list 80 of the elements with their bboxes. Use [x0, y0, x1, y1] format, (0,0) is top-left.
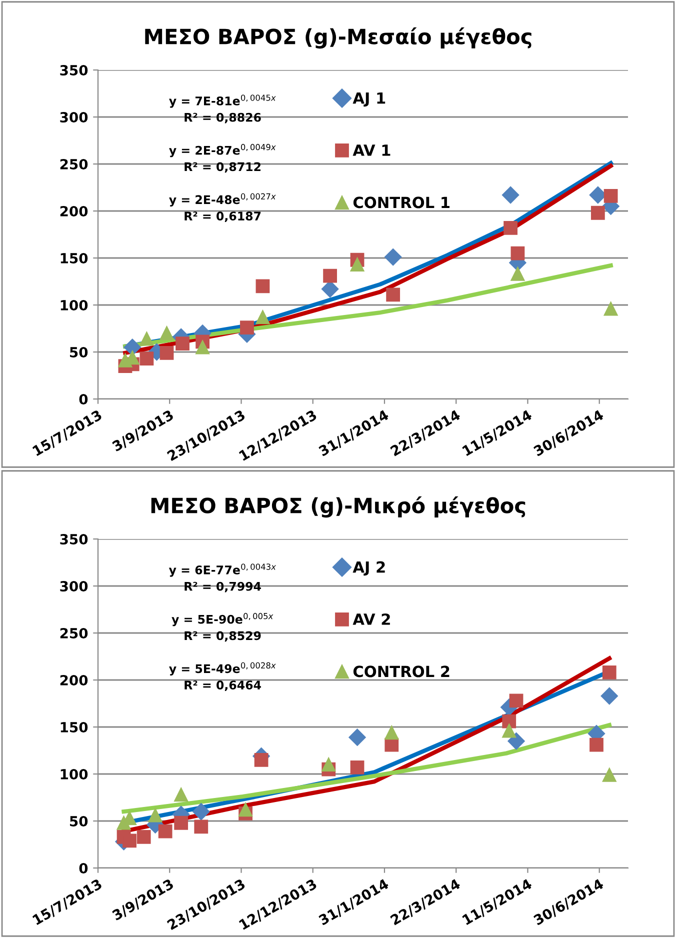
point — [510, 267, 525, 281]
legend-label: AV 1 — [352, 144, 390, 156]
point — [238, 802, 252, 817]
annotation: R² = 0,8826 — [184, 112, 261, 124]
y-tick-label: 350 — [60, 534, 88, 544]
point — [160, 346, 174, 360]
annotation: y = 2E-48e$^{0,0027x}$ — [169, 193, 276, 206]
point — [196, 340, 210, 354]
point — [502, 186, 520, 204]
annotation: R² = 0,8712 — [184, 162, 260, 173]
point — [240, 320, 254, 335]
y-tick-label: 350 — [60, 64, 88, 76]
point — [510, 246, 525, 260]
point — [348, 728, 366, 746]
point — [386, 288, 400, 302]
point — [323, 268, 337, 283]
chart-title: ΜΕΣΟ ΒΑΡΟΣ (g)-Μικρό μέγεθος — [151, 496, 526, 518]
point — [322, 758, 336, 772]
point — [140, 332, 154, 346]
annotation: R² = 0,6187 — [184, 212, 261, 222]
point — [604, 302, 618, 316]
point — [140, 352, 154, 366]
annotation: y = 5E-49e$^{0,0028x}$ — [169, 662, 276, 676]
point — [384, 726, 399, 740]
point — [176, 336, 190, 350]
annotation: R² = 0,6464 — [184, 680, 261, 691]
y-tick-label: 100 — [60, 300, 88, 310]
point — [174, 788, 188, 802]
legend-label: AJ 2 — [352, 561, 385, 576]
point — [350, 760, 364, 774]
point — [604, 189, 618, 203]
line-series — [122, 723, 612, 814]
y-tick-label: 250 — [60, 158, 88, 170]
point — [350, 258, 364, 272]
y-tick-label: 300 — [60, 112, 88, 122]
point — [590, 738, 604, 752]
annotation: R² = 0,8529 — [184, 631, 261, 642]
y-tick-label: 300 — [60, 580, 88, 592]
annotation: y = 5E-90e$^{0,005x}$ — [172, 612, 274, 626]
y-tick-label: 100 — [60, 768, 88, 780]
point — [590, 206, 605, 220]
annotation: y = 2E-87e$^{0,0049x}$ — [169, 144, 276, 158]
point — [502, 714, 516, 728]
point — [384, 248, 402, 266]
point — [256, 279, 270, 294]
annotation: y = 7E-81e$^{0,0045x}$ — [169, 94, 276, 108]
point — [502, 724, 516, 738]
y-tick-label: 0 — [79, 862, 88, 874]
legend-label: CONTROL 1 — [353, 196, 450, 208]
point — [600, 687, 618, 705]
y-tick-label: 0 — [79, 394, 88, 404]
legend-label: CONTROL 2 — [353, 666, 450, 678]
y-tick-label: 50 — [70, 346, 88, 358]
point — [160, 326, 174, 340]
point — [254, 752, 268, 767]
point — [136, 830, 151, 844]
y-tick-label: 150 — [60, 722, 88, 732]
point — [148, 808, 162, 822]
point — [122, 834, 136, 848]
point — [194, 820, 208, 834]
point — [602, 768, 616, 782]
point — [602, 666, 616, 680]
chart-title: ΜΕΣΟ ΒΑΡΟΣ (g)-Μεσαίο μέγεθος — [145, 27, 532, 49]
legend-label: AJ 1 — [352, 92, 386, 107]
point — [174, 816, 188, 830]
y-tick-label: 200 — [60, 206, 88, 216]
annotation: y = 6E-77e$^{0,0043x}$ — [168, 564, 276, 577]
y-tick-label: 250 — [60, 628, 88, 638]
annotation: R² = 0,7994 — [184, 582, 261, 592]
point — [508, 732, 525, 750]
legend-label: AV 2 — [352, 613, 390, 625]
point — [504, 220, 518, 235]
y-tick-label: 50 — [70, 816, 88, 826]
point — [158, 824, 172, 838]
y-tick-label: 200 — [60, 674, 88, 686]
point — [192, 803, 210, 820]
y-tick-label: 150 — [60, 252, 88, 264]
point — [124, 338, 141, 356]
point — [384, 738, 399, 752]
point — [256, 310, 270, 324]
